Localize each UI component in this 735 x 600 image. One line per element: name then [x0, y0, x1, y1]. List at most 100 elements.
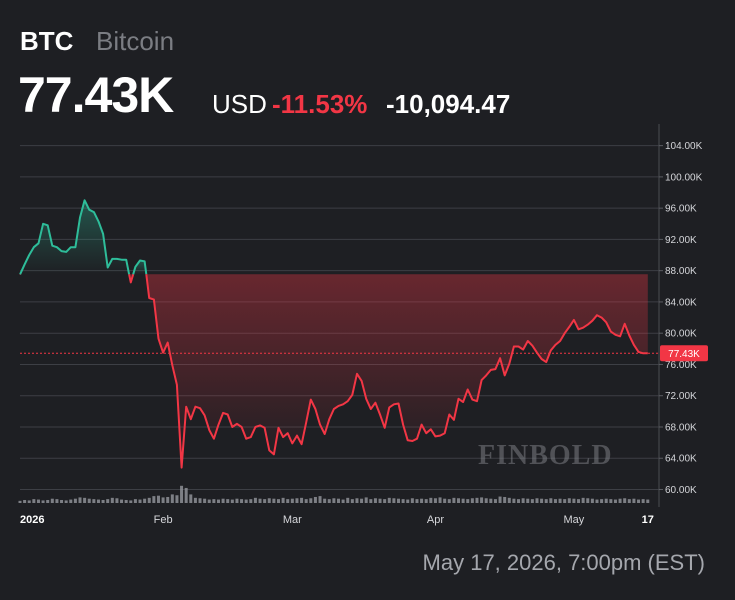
asset-name: Bitcoin — [96, 26, 175, 56]
volume-bar — [83, 497, 87, 503]
volume-bar — [540, 498, 544, 503]
volume-bar — [484, 498, 488, 503]
volume-bar — [276, 499, 280, 503]
volume-bar — [420, 498, 424, 503]
volume-bar — [193, 497, 197, 503]
y-tick-label: 84.00K — [665, 297, 697, 308]
volume-bar — [263, 499, 267, 503]
volume-bar — [115, 498, 119, 503]
volume-bar — [313, 496, 317, 503]
volume-bar — [507, 497, 511, 503]
last-price-tag — [660, 345, 708, 362]
x-tick-label: Mar — [283, 514, 302, 526]
volume-bar — [627, 499, 631, 503]
volume-bar — [230, 499, 234, 503]
volume-bar — [470, 498, 474, 503]
volume-bar — [392, 498, 396, 503]
volume-bar — [401, 499, 405, 503]
volume-bar — [258, 498, 262, 503]
volume-bar — [360, 498, 364, 503]
volume-bar — [267, 498, 271, 503]
volume-bar — [175, 495, 179, 503]
volume-bar — [96, 499, 100, 503]
volume-bar — [129, 500, 133, 503]
volume-bar — [64, 500, 68, 503]
volume-bars — [18, 485, 650, 503]
volume-bar — [240, 499, 244, 503]
volume-bar — [429, 497, 433, 503]
volume-bar — [438, 497, 442, 503]
area-fill-down — [146, 274, 648, 468]
volume-bar — [443, 498, 447, 503]
volume-bar — [27, 500, 31, 503]
volume-bar — [521, 498, 525, 503]
volume-bar — [447, 499, 451, 503]
x-axis: 2026 Feb Mar Apr May 17 — [20, 514, 654, 526]
volume-bar — [101, 499, 105, 503]
volume-bar — [637, 499, 641, 503]
volume-bar — [489, 498, 493, 503]
volume-bar — [41, 500, 45, 503]
volume-bar — [50, 498, 54, 503]
volume-bar — [577, 499, 581, 503]
volume-bar — [632, 498, 636, 503]
volume-bar — [235, 498, 239, 503]
volume-bar — [23, 499, 27, 503]
y-tick-label: 76.00K — [665, 360, 697, 371]
area-fill — [20, 200, 648, 468]
volume-bar — [133, 499, 137, 503]
volume-bar — [78, 497, 82, 503]
volume-bar — [452, 497, 456, 503]
volume-bar — [595, 499, 599, 503]
volume-bar — [503, 496, 507, 503]
volume-bar — [600, 499, 604, 503]
volume-bar — [512, 498, 516, 503]
volume-bar — [613, 499, 617, 503]
volume-bar — [203, 498, 207, 503]
change-absolute: -10,094.47 — [386, 89, 511, 119]
volume-bar — [604, 498, 608, 503]
y-tick-label: 96.00K — [665, 204, 697, 215]
volume-bar — [433, 498, 437, 503]
volume-bar — [198, 498, 202, 503]
price-line-down — [145, 274, 648, 469]
volume-bar — [216, 499, 220, 503]
volume-bar — [410, 498, 414, 503]
volume-bar — [46, 499, 50, 503]
volume-bar — [300, 497, 304, 503]
volume-bar — [18, 500, 22, 503]
volume-bar — [618, 498, 622, 503]
volume-bar — [369, 499, 373, 503]
volume-bar — [563, 499, 567, 503]
volume-bar — [226, 499, 230, 503]
volume-bar — [387, 497, 391, 503]
x-tick-label: 17 — [642, 514, 654, 526]
volume-bar — [480, 497, 484, 503]
y-tick-label: 60.00K — [665, 485, 697, 496]
volume-bar — [475, 497, 479, 503]
volume-bar — [466, 499, 470, 503]
volume-bar — [526, 498, 530, 503]
volume-bar — [581, 497, 585, 503]
volume-bar — [332, 498, 336, 503]
volume-bar — [535, 498, 539, 503]
volume-bar — [355, 498, 359, 503]
volume-bar — [221, 498, 225, 503]
change-percent: -11.53% — [272, 89, 368, 119]
y-tick-label: 68.00K — [665, 422, 697, 433]
volume-bar — [373, 498, 377, 503]
volume-bar — [69, 499, 73, 503]
volume-bar — [609, 499, 613, 503]
y-tick-label: 64.00K — [665, 454, 697, 465]
currency-label: USD — [212, 89, 267, 119]
volume-bar — [55, 499, 59, 503]
volume-bar — [350, 499, 354, 503]
volume-bar — [406, 499, 410, 503]
y-tick-label: 80.00K — [665, 329, 697, 340]
volume-bar — [397, 498, 401, 503]
volume-bar — [120, 499, 124, 503]
volume-bar — [290, 498, 294, 503]
volume-bar — [106, 499, 110, 503]
volume-bar — [544, 499, 548, 503]
